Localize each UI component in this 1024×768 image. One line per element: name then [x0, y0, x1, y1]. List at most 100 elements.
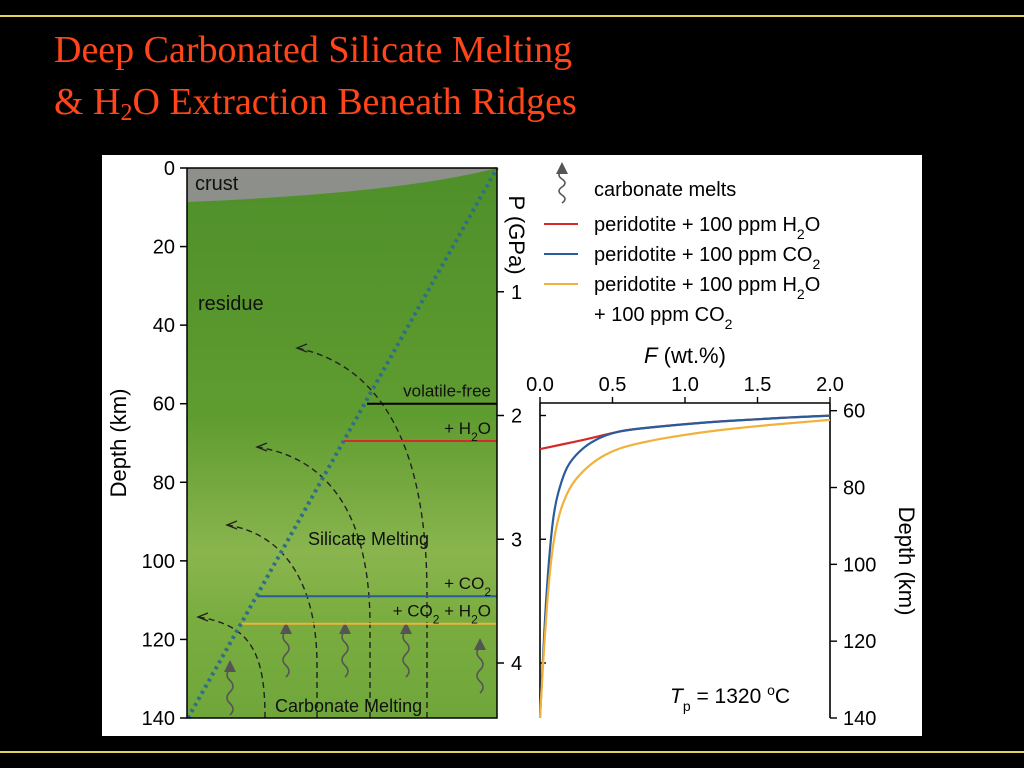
- carbonate-melt-arrow: [224, 660, 236, 716]
- legend-arrow-entry: carbonate melts: [556, 162, 736, 204]
- flow-arrowhead: [295, 343, 308, 353]
- text-run: + 100 ppm CO: [594, 304, 725, 326]
- subscript: 2: [471, 430, 478, 444]
- tp-mid: = 1320: [691, 685, 767, 708]
- legend-label-h2o: peridotite + 100 ppm H2O: [594, 214, 820, 242]
- pressure-axis-label: P (GPa): [504, 195, 529, 274]
- melt-arrowhead: [280, 622, 292, 634]
- top-rule: [0, 15, 1024, 17]
- x-tick-label: 0.5: [599, 374, 627, 396]
- text-run: + H: [444, 419, 471, 438]
- x-tick-label: 1.0: [671, 374, 699, 396]
- tp-sup: o: [767, 682, 775, 698]
- carbonate-melt-arrow: [339, 622, 351, 678]
- legend-label-h2o_co2-line2: + 100 ppm CO2: [594, 304, 733, 332]
- legend-arrow-label: carbonate melts: [594, 179, 736, 201]
- melt-path: [558, 170, 566, 204]
- series-line-co2: [538, 414, 831, 719]
- pressure-axis: 1 2 3 4: [497, 282, 522, 675]
- melt-flow-lines: [196, 343, 428, 719]
- x-axis-unit: (wt.%): [658, 343, 726, 368]
- y-tick-label: 60: [843, 401, 865, 423]
- layer-lines: volatile-free+ H2O+ CO2+ CO2 + H2O: [242, 382, 497, 627]
- text-run: + CO: [393, 602, 433, 621]
- text-run: + CO: [444, 574, 484, 593]
- y-tick-label: 100: [843, 554, 876, 576]
- title-line-1: Deep Carbonated Silicate Melting: [54, 29, 573, 71]
- y-tick-label: 140: [843, 708, 876, 730]
- flow-arrowhead: [255, 442, 268, 452]
- melt-path: [476, 646, 484, 694]
- left-panel: volatile-free+ H2O+ CO2+ CO2 + H2O crust…: [106, 158, 529, 730]
- subscript: 2: [812, 256, 820, 272]
- x-axis-variable: F: [644, 343, 659, 368]
- melt-arrowhead: [556, 162, 568, 174]
- layer-label-h2o_co2: + CO2 + H2O: [393, 602, 491, 627]
- pressure-tick-label: 3: [511, 529, 522, 551]
- carbonate-melting-label: Carbonate Melting: [275, 696, 422, 716]
- depth-tick-label: 100: [142, 551, 175, 573]
- subscript: 2: [484, 585, 491, 599]
- y-tick-label: 120: [843, 631, 876, 653]
- carbonate-melt-arrow: [474, 638, 486, 694]
- flow-arrowhead: [225, 520, 238, 530]
- layer-label-volatile-free: volatile-free: [403, 382, 491, 401]
- text-run: O: [478, 419, 491, 438]
- x-axis-label: F (wt.%): [644, 343, 726, 368]
- flow-arrowhead: [196, 612, 209, 622]
- text-run: + H: [439, 602, 471, 621]
- bottom-rule: [0, 751, 1024, 753]
- pressure-tick-label: 2: [511, 406, 522, 428]
- flow-line: [197, 616, 266, 719]
- depth-axis-label: Depth (km): [106, 389, 131, 498]
- melt-arrowhead: [474, 638, 486, 650]
- depth-tick-label: 60: [153, 394, 175, 416]
- subscript: 2: [797, 226, 805, 242]
- depth-axis: 0 20 40 60 80 100 120 140: [142, 158, 187, 730]
- x-tick-label: 1.5: [744, 374, 772, 396]
- layer-label-h2o: + H2O: [444, 419, 491, 444]
- melt-path: [402, 630, 410, 678]
- dotted-diagonal-line: [186, 167, 499, 719]
- y-tick-label: 80: [843, 478, 865, 500]
- text-run: peridotite + 100 ppm CO: [594, 244, 812, 266]
- subscript: 2: [797, 286, 805, 302]
- melt-arrowhead: [339, 622, 351, 634]
- series-line-h2o: [539, 414, 831, 451]
- x-tick-label: 2.0: [816, 374, 844, 396]
- melt-arrowhead: [400, 622, 412, 634]
- pressure-tick-label: 1: [511, 282, 522, 304]
- melt-arrowhead: [224, 660, 236, 672]
- tp-sub: p: [683, 698, 691, 714]
- chart-axes: 0.0 0.5 1.0 1.5 2.0 F (wt.%) 60 80 100 120 140 Dept…: [526, 343, 919, 730]
- tp-annotation: Tp = 1320 oC: [670, 682, 790, 714]
- crust-label: crust: [195, 173, 239, 195]
- y-axis-label: Depth (km): [894, 507, 919, 616]
- carbonate-melt-arrow: [280, 622, 292, 678]
- right-panel: 0.0 0.5 1.0 1.5 2.0 F (wt.%) 60 80 100 120 140 Dept…: [526, 343, 919, 730]
- chart-series: [538, 414, 831, 719]
- left-panel-frame: [186, 167, 498, 719]
- layer-label-co2: + CO2: [444, 574, 491, 599]
- silicate-melting-label: Silicate Melting: [308, 529, 429, 549]
- depth-tick-label: 0: [164, 158, 175, 180]
- text-run: O: [805, 214, 821, 236]
- figure: volatile-free + H2O + CO2 + CO2 + H2O crust…: [102, 155, 922, 736]
- carbonate-melt-arrows: [224, 622, 486, 716]
- residue-label: residue: [198, 293, 264, 315]
- depth-tick-label: 80: [153, 472, 175, 494]
- subscript: 2: [725, 316, 733, 332]
- legend-label-co2: peridotite + 100 ppm CO2: [594, 244, 820, 272]
- subscript: 2: [433, 613, 440, 627]
- text-run: O: [805, 274, 821, 296]
- pressure-tick-label: 4: [511, 653, 522, 675]
- flow-line: [296, 347, 428, 718]
- flow-line: [256, 446, 371, 718]
- tp-end: C: [775, 685, 790, 708]
- melt-path: [226, 668, 234, 716]
- text-run: peridotite + 100 ppm H: [594, 214, 797, 236]
- legend-label-h2o_co2: peridotite + 100 ppm H2O: [594, 274, 820, 302]
- text-run: O: [478, 602, 491, 621]
- x-tick-label: 0.0: [526, 374, 554, 396]
